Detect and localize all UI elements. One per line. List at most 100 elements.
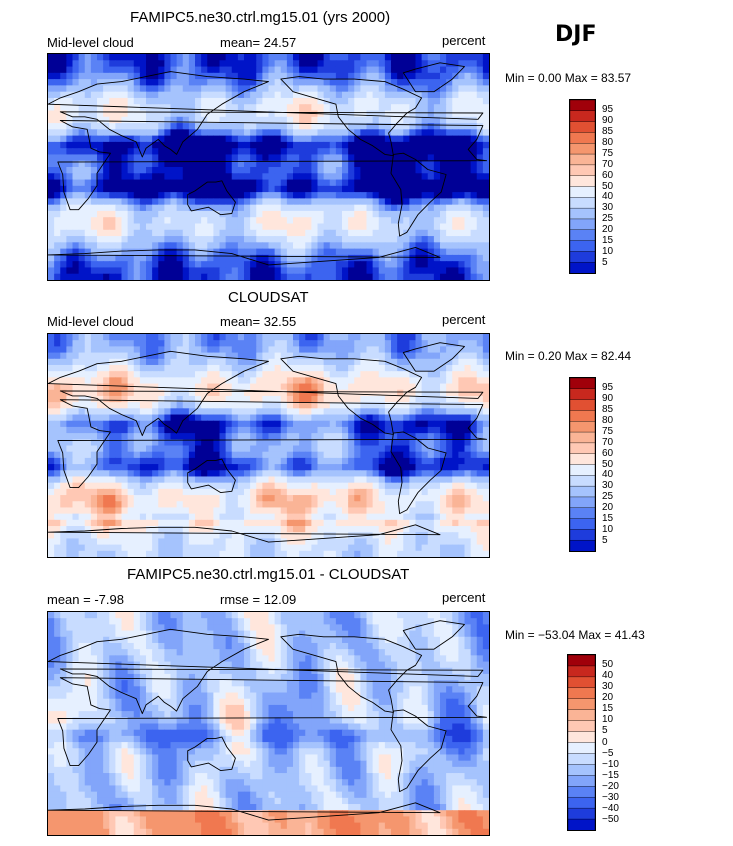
field-cell	[188, 364, 196, 372]
field-cell	[84, 116, 92, 124]
field-cell	[219, 135, 227, 143]
field-cell	[354, 141, 361, 149]
field-cell	[446, 476, 453, 484]
field-cell	[103, 91, 110, 99]
field-cell	[262, 72, 270, 80]
field-cell	[195, 148, 202, 156]
field-cell	[476, 457, 484, 465]
field-cell	[476, 91, 484, 99]
field-cell	[348, 364, 355, 372]
field-cell	[133, 395, 141, 403]
field-cell	[366, 192, 374, 199]
field-cell	[397, 148, 404, 156]
field-cell	[121, 340, 129, 347]
field-cell	[146, 495, 153, 502]
field-cell	[256, 495, 263, 502]
field-cell	[219, 85, 227, 93]
field-cell	[97, 395, 104, 403]
field-cell	[139, 267, 147, 275]
field-cell	[464, 476, 472, 484]
field-cell	[121, 426, 129, 434]
field-cell	[476, 526, 484, 533]
field-cell	[280, 229, 288, 237]
field-cell	[470, 267, 478, 275]
field-cell	[109, 66, 116, 74]
field-cell	[60, 160, 67, 168]
field-cell	[421, 54, 429, 61]
field-cell	[335, 526, 343, 533]
field-cell	[335, 167, 343, 174]
field-cell	[60, 470, 67, 478]
field-cell	[378, 267, 386, 275]
field-cell	[127, 173, 135, 181]
field-cell	[152, 352, 159, 360]
field-cell	[182, 141, 190, 149]
field-cell	[403, 210, 410, 218]
field-cell	[213, 85, 221, 93]
field-cell	[403, 526, 410, 533]
field-cell	[384, 123, 392, 130]
field-cell	[219, 123, 227, 130]
field-cell	[48, 217, 55, 225]
field-cell	[482, 470, 489, 478]
field-cell	[348, 352, 355, 360]
field-cell	[366, 513, 374, 521]
field-cell	[115, 79, 123, 86]
field-cell	[427, 439, 435, 447]
field-cell	[452, 501, 459, 509]
field-cell	[366, 179, 374, 187]
field-cell	[354, 507, 361, 515]
field-cell	[293, 513, 300, 521]
field-cell	[299, 72, 306, 80]
field-cell	[158, 123, 165, 130]
field-cell	[176, 476, 184, 484]
field-cell	[348, 148, 355, 156]
field-cell	[176, 451, 184, 459]
field-cell	[452, 457, 459, 465]
field-cell	[78, 346, 86, 354]
field-cell	[170, 364, 178, 372]
field-cell	[384, 129, 392, 137]
field-cell	[201, 426, 208, 434]
field-cell	[470, 526, 478, 533]
field-cell	[60, 167, 67, 174]
field-cell	[384, 229, 392, 237]
field-cell	[329, 72, 337, 80]
field-cell	[391, 377, 398, 385]
field-cell	[66, 402, 74, 409]
field-cell	[244, 236, 251, 243]
field-cell	[78, 352, 86, 360]
field-cell	[127, 72, 135, 80]
field-cell	[237, 482, 245, 490]
field-cell	[60, 402, 67, 409]
field-cell	[415, 267, 423, 275]
field-cell	[458, 383, 466, 391]
field-cell	[409, 236, 417, 243]
field-cell	[164, 85, 172, 93]
field-cell	[335, 352, 343, 360]
colorbar-swatch	[570, 121, 595, 134]
field-cell	[372, 104, 380, 112]
field-cell	[268, 426, 276, 434]
field-cell	[470, 488, 478, 496]
field-cell	[48, 229, 55, 237]
field-cell	[78, 141, 86, 149]
field-cell	[335, 254, 343, 262]
field-cell	[348, 192, 355, 199]
field-cell	[237, 532, 245, 540]
field-cell	[311, 470, 319, 478]
field-cell	[360, 198, 368, 206]
field-cell	[348, 104, 355, 112]
field-cell	[152, 389, 159, 397]
field-cell	[354, 236, 361, 243]
field-cell	[384, 60, 392, 68]
field-cell	[146, 54, 153, 61]
field-cell	[409, 426, 417, 434]
field-cell	[121, 482, 129, 490]
field-cell	[384, 445, 392, 453]
field-cell	[66, 248, 74, 256]
field-cell	[329, 97, 337, 105]
field-cell	[97, 482, 104, 490]
field-cell	[342, 408, 349, 416]
field-cell	[482, 129, 489, 137]
